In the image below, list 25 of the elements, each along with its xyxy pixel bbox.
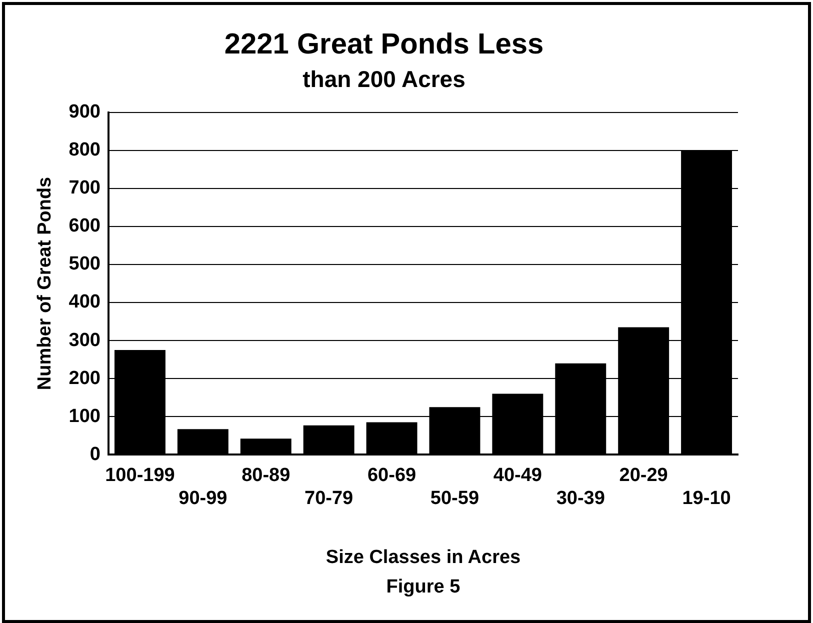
x-tick-label: 40-49 xyxy=(493,465,542,486)
x-tick-label: 80-89 xyxy=(242,465,290,486)
x-tick-label: 20-29 xyxy=(619,465,668,486)
y-tick-label: 800 xyxy=(68,140,100,161)
y-tick-label: 0 xyxy=(90,444,100,465)
x-tick-label: 60-69 xyxy=(367,465,416,486)
y-axis-title: Number of Great Ponds xyxy=(34,176,56,390)
x-tick-label: 100-199 xyxy=(105,465,175,486)
y-tick-label: 600 xyxy=(68,216,100,237)
y-tick-label: 300 xyxy=(68,330,100,351)
x-axis-title: Size Classes in Acres xyxy=(326,546,521,568)
x-tick-label: 50-59 xyxy=(430,488,480,510)
y-tick-label: 100 xyxy=(68,406,100,427)
chart-subtitle: than 200 Acres xyxy=(302,66,466,92)
x-tick-label: 19-10 xyxy=(682,488,731,510)
x-tick-label: 90-99 xyxy=(178,488,228,510)
y-tick-label: 900 xyxy=(68,102,100,123)
y-tick-label: 700 xyxy=(68,178,100,199)
caption: Figure 5 xyxy=(386,576,461,598)
y-tick-label: 400 xyxy=(68,292,100,313)
x-tick-label: 30-39 xyxy=(556,488,605,510)
chart-title: 2221 Great Ponds Less xyxy=(224,28,544,60)
y-tick-label: 200 xyxy=(68,368,100,389)
x-tick-label: 70-79 xyxy=(304,488,354,510)
y-tick-label: 500 xyxy=(68,254,100,275)
